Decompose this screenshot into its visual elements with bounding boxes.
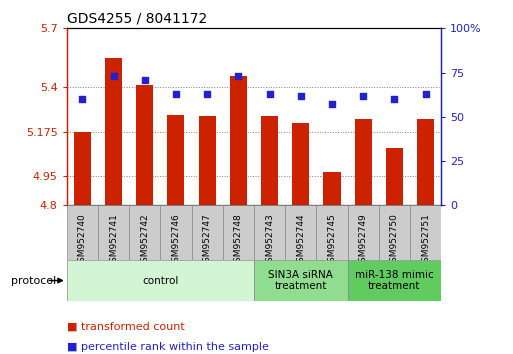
Bar bbox=[67, 205, 98, 260]
Bar bbox=[261, 116, 278, 205]
Text: ■ transformed count: ■ transformed count bbox=[67, 322, 185, 332]
Bar bbox=[136, 85, 153, 205]
Bar bbox=[191, 205, 223, 260]
Bar bbox=[348, 205, 379, 260]
Bar bbox=[129, 205, 161, 260]
Point bbox=[297, 93, 305, 98]
Bar bbox=[74, 132, 91, 205]
Point bbox=[359, 93, 367, 98]
Bar bbox=[254, 260, 348, 301]
Bar bbox=[105, 58, 122, 205]
Text: GSM952750: GSM952750 bbox=[390, 213, 399, 268]
Text: GSM952747: GSM952747 bbox=[203, 213, 212, 268]
Text: GSM952745: GSM952745 bbox=[327, 213, 337, 268]
Bar bbox=[230, 75, 247, 205]
Point bbox=[109, 73, 117, 79]
Bar bbox=[254, 205, 285, 260]
Bar bbox=[348, 260, 441, 301]
Bar bbox=[417, 119, 434, 205]
Bar bbox=[410, 205, 441, 260]
Text: GDS4255 / 8041172: GDS4255 / 8041172 bbox=[67, 12, 207, 26]
Point bbox=[234, 73, 243, 79]
Text: control: control bbox=[142, 275, 179, 286]
Point bbox=[422, 91, 430, 97]
Text: GSM952751: GSM952751 bbox=[421, 213, 430, 268]
Text: protocol: protocol bbox=[11, 275, 56, 286]
Text: GSM952742: GSM952742 bbox=[140, 213, 149, 268]
Bar bbox=[292, 123, 309, 205]
Bar bbox=[160, 205, 191, 260]
Text: GSM952746: GSM952746 bbox=[171, 213, 181, 268]
Bar bbox=[67, 260, 254, 301]
Point bbox=[265, 91, 273, 97]
Text: SIN3A siRNA
treatment: SIN3A siRNA treatment bbox=[268, 270, 333, 291]
Point bbox=[390, 96, 399, 102]
Bar bbox=[317, 205, 348, 260]
Bar bbox=[199, 116, 215, 205]
Text: GSM952749: GSM952749 bbox=[359, 213, 368, 268]
Bar bbox=[285, 205, 317, 260]
Point bbox=[141, 77, 149, 82]
Bar bbox=[98, 205, 129, 260]
Text: GSM952740: GSM952740 bbox=[78, 213, 87, 268]
Point bbox=[78, 96, 86, 102]
Text: GSM952748: GSM952748 bbox=[234, 213, 243, 268]
Point bbox=[203, 91, 211, 97]
Point bbox=[328, 102, 336, 107]
Text: ■ percentile rank within the sample: ■ percentile rank within the sample bbox=[67, 342, 269, 352]
Text: GSM952744: GSM952744 bbox=[296, 213, 305, 268]
Bar bbox=[354, 119, 372, 205]
Bar bbox=[323, 172, 341, 205]
Text: GSM952743: GSM952743 bbox=[265, 213, 274, 268]
Bar bbox=[167, 115, 185, 205]
Text: GSM952741: GSM952741 bbox=[109, 213, 118, 268]
Point bbox=[172, 91, 180, 97]
Bar bbox=[223, 205, 254, 260]
Bar bbox=[379, 205, 410, 260]
Text: miR-138 mimic
treatment: miR-138 mimic treatment bbox=[355, 270, 434, 291]
Bar bbox=[386, 148, 403, 205]
